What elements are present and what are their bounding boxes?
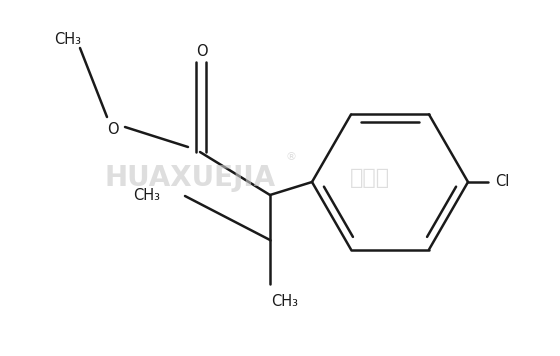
Text: CH₃: CH₃ bbox=[133, 188, 160, 204]
Text: O: O bbox=[107, 122, 119, 137]
Text: CH₃: CH₃ bbox=[54, 32, 82, 47]
Text: ®: ® bbox=[286, 152, 297, 162]
Text: HUAXUEJIA: HUAXUEJIA bbox=[105, 164, 276, 192]
Text: 化学加: 化学加 bbox=[349, 168, 390, 188]
Text: Cl: Cl bbox=[495, 174, 510, 189]
Text: O: O bbox=[196, 44, 208, 59]
Text: CH₃: CH₃ bbox=[272, 293, 298, 309]
